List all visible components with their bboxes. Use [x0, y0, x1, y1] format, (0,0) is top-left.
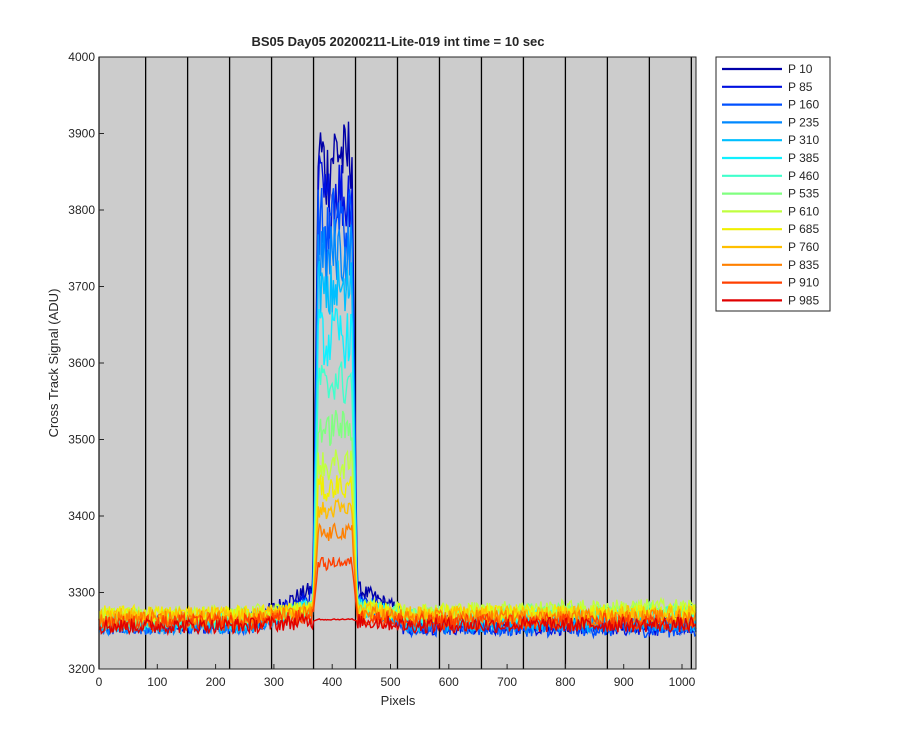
- legend-label: P 460: [788, 169, 819, 183]
- legend-label: P 535: [788, 187, 819, 201]
- y-tick-label: 3200: [68, 662, 95, 676]
- legend-label: P 610: [788, 204, 819, 218]
- y-tick-label: 3500: [68, 433, 95, 447]
- y-tick-label: 3900: [68, 127, 95, 141]
- legend-label: P 910: [788, 276, 819, 290]
- x-tick-label: 900: [614, 675, 634, 689]
- legend-label: P 760: [788, 240, 819, 254]
- x-tick-label: 800: [555, 675, 575, 689]
- y-tick-label: 3300: [68, 586, 95, 600]
- x-tick-label: 500: [380, 675, 400, 689]
- x-tick-label: 300: [264, 675, 284, 689]
- series-group: [98, 121, 697, 640]
- x-tick-label: 100: [147, 675, 167, 689]
- x-axis-label: Pixels: [381, 693, 416, 708]
- legend-label: P 385: [788, 151, 819, 165]
- x-tick-label: 0: [96, 675, 103, 689]
- y-axis-label: Cross Track Signal (ADU): [46, 289, 61, 438]
- series-line: [98, 556, 697, 634]
- legend-label: P 10: [788, 62, 813, 76]
- legend-label: P 235: [788, 115, 819, 129]
- legend-label: P 310: [788, 133, 819, 147]
- legend-label: P 160: [788, 98, 819, 112]
- series-line: [98, 611, 697, 637]
- y-tick-label: 3700: [68, 280, 95, 294]
- y-tick-label: 3600: [68, 356, 95, 370]
- legend-label: P 85: [788, 80, 813, 94]
- y-axis: 3200 3300 3400 3500 3600 3700 3800 3900 4000: [68, 50, 104, 676]
- chart-title: BS05 Day05 20200211-Lite-019 int time = …: [251, 34, 544, 49]
- legend-label: P 835: [788, 258, 819, 272]
- legend-label: P 685: [788, 222, 819, 236]
- y-tick-label: 3400: [68, 509, 95, 523]
- x-tick-label: 700: [497, 675, 517, 689]
- x-axis: 0 100 200 300 400 500 600 700 800 900 1000: [96, 664, 696, 689]
- legend-box: [715, 56, 831, 312]
- x-tick-label: 600: [439, 675, 459, 689]
- x-tick-label: 200: [206, 675, 226, 689]
- y-tick-label: 4000: [68, 50, 95, 64]
- legend-label: P 985: [788, 293, 819, 307]
- x-tick-label: 1000: [669, 675, 696, 689]
- x-tick-label: 400: [322, 675, 342, 689]
- y-tick-label: 3800: [68, 203, 95, 217]
- legend: P 10 P 85 P 160 P 235 P 310 P 385 P 460 P 535 P …: [715, 56, 831, 312]
